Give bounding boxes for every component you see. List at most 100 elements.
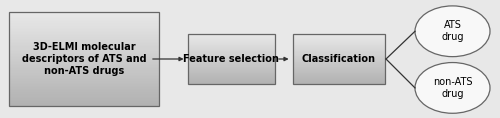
Bar [188,73,275,74]
Bar [292,71,385,72]
Bar [292,61,385,62]
Bar [9,26,159,27]
Bar [188,77,275,78]
Bar [188,72,275,73]
Bar [292,58,385,59]
Bar [9,89,159,91]
Bar [9,70,159,72]
Bar [9,68,159,70]
Bar [292,62,385,63]
Bar [292,45,385,46]
Bar [9,98,159,100]
Bar [292,34,385,35]
Bar [188,65,275,66]
Bar [292,36,385,37]
Bar [9,27,159,29]
Bar [292,75,385,76]
Bar [9,76,159,78]
Bar [292,70,385,71]
Bar [292,81,385,82]
Bar [9,24,159,26]
Bar [292,52,385,53]
Bar [9,101,159,103]
Bar [9,51,159,53]
Bar [188,78,275,79]
Bar [9,29,159,31]
Bar [292,55,385,56]
Bar [292,56,385,57]
Ellipse shape [415,63,490,113]
Bar [188,44,275,45]
Bar [188,79,275,80]
Bar [292,73,385,74]
Bar [188,47,275,48]
Bar [292,72,385,73]
Bar [188,48,275,49]
Bar [9,64,159,65]
Bar [188,52,275,53]
Bar [292,57,385,58]
Bar [188,53,275,54]
Bar [9,48,159,50]
Bar [9,53,159,54]
Bar [9,67,159,68]
Bar [188,55,275,56]
Bar [188,64,275,65]
Bar [9,72,159,73]
Bar [9,17,159,18]
Bar [292,40,385,41]
Bar [9,37,159,39]
Bar [9,50,159,51]
Bar [292,43,385,44]
Bar [188,63,275,64]
Bar [9,105,159,106]
Bar [292,63,385,64]
Bar [292,50,385,51]
Bar [9,18,159,20]
Bar [9,73,159,75]
Bar [292,35,385,36]
Bar [9,13,159,15]
Bar [9,83,159,84]
Bar [188,49,275,50]
Bar [292,66,385,67]
Bar [188,37,275,38]
Bar [292,60,385,61]
Bar [188,76,275,77]
Bar [9,97,159,98]
Bar [9,61,159,62]
Bar [188,80,275,81]
Bar [188,70,275,71]
Bar [292,76,385,77]
Bar [9,79,159,81]
Bar [292,69,385,70]
Bar [9,95,159,97]
Bar [188,82,275,83]
Bar [188,40,275,41]
Bar [188,58,275,59]
Bar [292,44,385,45]
Bar [292,67,385,68]
Bar [188,51,275,52]
Bar [188,60,275,61]
Bar [9,92,159,94]
Bar [188,81,275,82]
Bar [188,41,275,42]
Bar [9,35,159,37]
Bar [9,86,159,87]
Bar [188,74,275,75]
Bar [188,68,275,69]
Bar [292,82,385,83]
Bar [292,39,385,40]
Bar [292,41,385,42]
Bar [188,35,275,36]
Bar [9,59,159,61]
Bar [292,80,385,81]
Bar [292,42,385,43]
Bar [188,67,275,68]
Bar [188,56,275,57]
Bar [188,69,275,70]
Bar [9,23,159,24]
Bar [9,20,159,21]
Bar [9,12,159,13]
